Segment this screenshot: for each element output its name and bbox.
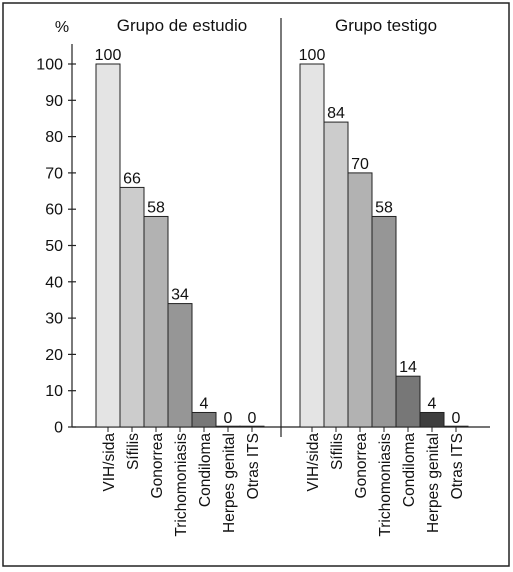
y-tick-label: 90	[45, 93, 63, 110]
bar	[323, 121, 349, 428]
panel-2: 100 VIH/sida 84 Sífilis 70 Gonorrea 58 Trichomo…	[299, 47, 469, 537]
y-tick-label: 50	[45, 238, 63, 255]
y-tick-label: 80	[45, 129, 63, 146]
y-tick-label: 100	[36, 57, 63, 74]
x-tick-label: Trichomoniasis	[377, 433, 394, 537]
y-tick-label: 30	[45, 311, 63, 328]
y-tick-label: 40	[45, 274, 63, 291]
x-tick-label: Gonorrea	[353, 433, 370, 499]
panel-1: 100 VIH/sida 66 Sífilis 58 Gonorrea 34 Trichomo…	[95, 47, 265, 537]
x-tick-label: VIH/sida	[305, 433, 322, 492]
bar-value-label: 100	[299, 47, 326, 64]
bar-value-label: 70	[351, 156, 369, 173]
bar-value-label: 34	[171, 287, 189, 304]
y-tick-label: 70	[45, 165, 63, 182]
y-tick-label: 10	[45, 383, 63, 400]
x-tick-label: Otras ITS	[245, 433, 262, 499]
y-axis-title: %	[55, 19, 69, 36]
bar	[191, 411, 217, 428]
bar-value-label: 14	[399, 359, 417, 376]
bar-value-label: 100	[95, 47, 122, 64]
x-tick-label: Herpes genital	[221, 433, 238, 533]
figure-border	[2, 2, 510, 567]
bar-value-label: 58	[147, 199, 165, 216]
bars: 100 VIH/sida 66 Sífilis 58 Gonorrea 34 Trichomo…	[95, 47, 469, 537]
bar	[419, 411, 445, 428]
x-tick-label: Condiloma	[197, 433, 214, 507]
y-tick-label: 20	[45, 347, 63, 364]
x-tick-label: Sífilis	[125, 433, 142, 470]
panel-title-testigo: Grupo testigo	[335, 16, 437, 35]
bar	[299, 63, 325, 428]
x-tick-label: Otras ITS	[449, 433, 466, 499]
bar	[371, 215, 397, 428]
bar-value-label: 0	[248, 410, 257, 427]
x-tick-label: VIH/sida	[101, 433, 118, 492]
bar-value-label: 0	[452, 410, 461, 427]
bar-value-label: 4	[200, 395, 209, 412]
x-tick-label: Condiloma	[401, 433, 418, 507]
x-tick-label: Gonorrea	[149, 433, 166, 499]
y-tick-label: 60	[45, 202, 63, 219]
bar	[395, 375, 421, 428]
bar	[347, 172, 373, 428]
bar	[143, 215, 169, 428]
bar	[167, 303, 193, 428]
panel-title-estudio: Grupo de estudio	[117, 16, 247, 35]
bar-value-label: 66	[123, 170, 141, 187]
bar	[119, 186, 145, 428]
x-tick-label: Sífilis	[329, 433, 346, 470]
bar-value-label: 84	[327, 105, 345, 122]
bar-value-label: 4	[428, 395, 437, 412]
bar-value-label: 58	[375, 199, 393, 216]
bar	[95, 63, 121, 428]
x-tick-label: Trichomoniasis	[173, 433, 190, 537]
bar-value-label: 0	[224, 410, 233, 427]
y-tick-label: 0	[54, 420, 63, 437]
x-tick-label: Herpes genital	[425, 433, 442, 533]
